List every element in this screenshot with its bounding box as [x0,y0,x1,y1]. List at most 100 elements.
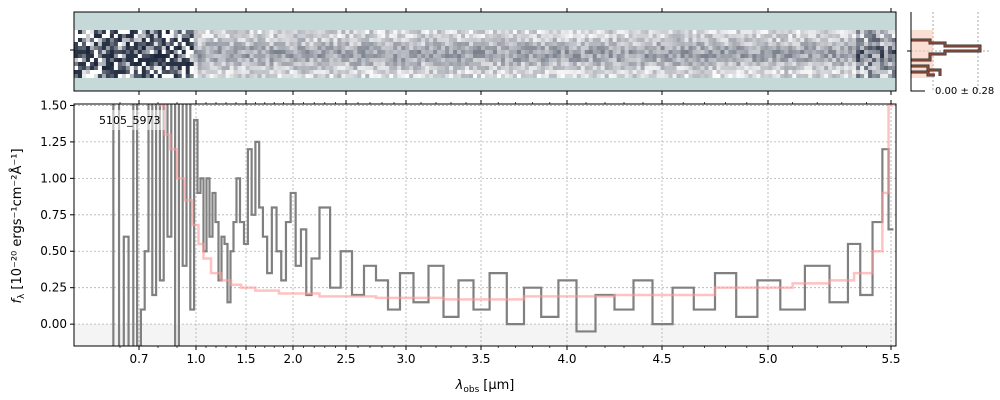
pixel [520,66,526,70]
pixel [253,62,258,66]
pixel [429,54,434,58]
pixel [576,50,582,54]
pixel [648,66,653,70]
pixel [309,58,314,62]
pixel [193,38,198,42]
pixel [437,38,442,42]
pixel [512,62,518,66]
pixel [612,42,617,46]
pixel [564,74,570,78]
pixel [524,70,530,74]
pixel [449,54,454,58]
pixel [85,46,91,50]
pixel [612,30,617,34]
pixel [301,38,306,42]
pixel [652,62,657,66]
pixel [293,66,298,70]
pixel [640,38,645,42]
pixel [716,62,721,66]
pixel [369,54,374,58]
pixel [576,74,582,78]
pixel [121,46,127,50]
pixel [596,38,602,42]
pixel [313,58,318,62]
pixel [357,34,362,38]
pixel [816,30,821,34]
pixel [385,58,390,62]
pixel [429,34,434,38]
pixel [329,58,334,62]
pixel [405,34,410,38]
pixel [640,62,645,66]
pixel [405,30,410,34]
pixel [800,66,805,70]
pixel [532,34,538,38]
pixel [221,58,226,62]
pixel [365,74,370,78]
pixel [660,62,665,66]
pixel [872,74,877,78]
pixel [249,50,254,54]
pixel [736,74,741,78]
pixel [628,62,633,66]
pixel [748,62,753,66]
pixel [884,42,889,46]
pixel [93,42,99,46]
pixel [125,42,131,46]
pixel [269,38,274,42]
pixel [596,34,602,38]
pixel [836,70,841,74]
pixel [736,54,741,58]
pixel [808,42,813,46]
pixel [313,70,318,74]
pixel [325,70,330,74]
pixel [744,62,749,66]
pixel [153,58,159,62]
pixel [109,34,115,38]
pixel [660,42,665,46]
pixel [393,58,398,62]
pixel [784,54,789,58]
pixel [301,58,306,62]
pixel [129,70,135,74]
pixel [856,38,861,42]
pixel [804,70,809,74]
pixel [568,66,574,70]
pixel [544,46,550,50]
pixel [536,38,542,42]
pixel [161,34,167,38]
pixel [744,58,749,62]
pixel [740,34,745,38]
pixel [820,66,825,70]
pixel [784,46,789,50]
pixel [453,54,458,58]
pixel [345,38,350,42]
pixel [520,74,526,78]
pixel [461,34,466,38]
pixel [820,42,825,46]
pixel [620,42,625,46]
pixel [97,70,103,74]
pixel [481,62,486,66]
pixel [233,62,238,66]
pixel [85,34,91,38]
pixel [249,66,254,70]
pixel [465,42,470,46]
y-label-unit: [10⁻²⁰ ergs⁻¹cm⁻²Å⁻¹] [9,148,25,289]
pixel [832,50,837,54]
pixel [309,34,314,38]
pixel [848,74,853,78]
pixel [544,30,550,34]
pixel [724,74,729,78]
pixel [740,74,745,78]
pixel [836,46,841,50]
pixel [724,66,729,70]
pixel [880,30,885,34]
pixel [125,58,131,62]
pixel [680,30,685,34]
pixel [784,34,789,38]
pixel [393,66,398,70]
pixel [161,30,167,34]
pixel [800,74,805,78]
pixel [461,54,466,58]
